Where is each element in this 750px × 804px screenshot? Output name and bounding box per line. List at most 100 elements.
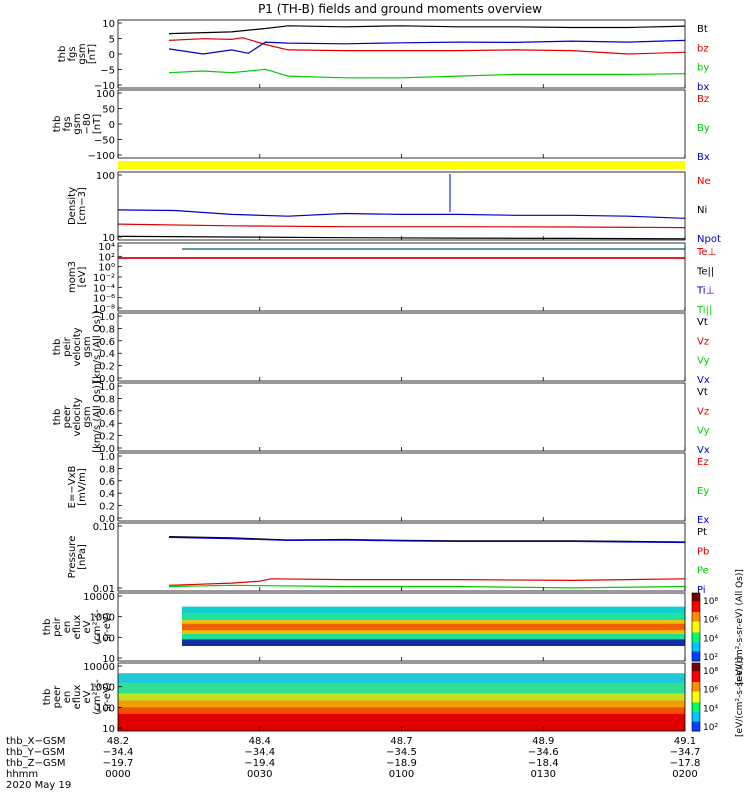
y-tick-label: 10⁻² [93,273,115,284]
colorbar-segment [692,721,700,732]
y-axis-label: thb [42,619,53,636]
y-axis-label: eflux [72,615,83,640]
colorbar-label: [eV/(cm²-s-sr-eV)] [735,657,745,737]
y-axis-label: Pressure [67,536,78,579]
x-tick-label: −34.6 [528,747,559,758]
legend-ne: Ne [697,176,711,187]
colorbar-tick-label: 10⁸ [703,597,718,607]
colorbar-segment [692,711,700,722]
panel-5: 1.00.8 0.60.4 0.20.0 thb peir velocity gsm [km/… [52,311,710,386]
y-tick-label: 0.6 [99,407,115,418]
series-line-pe [168,584,686,589]
y-tick-label: 0.2 [99,362,115,373]
legend-vt: Vt [697,317,708,328]
x-tick-label: 48.9 [532,736,554,747]
y-tick-label: −5 [100,66,115,77]
series-line-pb [168,578,686,586]
x-tick-label: −34.4 [244,747,275,758]
colorbar-tick-label: 10⁴ [703,634,718,644]
x-tick-label: −34.4 [103,747,134,758]
y-tick-label: 0 [109,120,115,131]
y-axis-label: thb [57,46,68,63]
y-tick-label: 0.4 [99,419,115,430]
colorbar-segment [692,632,700,643]
y-tick-label: 0.4 [99,489,115,500]
y-tick-label: 0.6 [99,477,115,488]
panel-frame [117,452,686,522]
colorbar-segment [692,691,700,703]
y-axis-label: −80 [82,113,93,134]
y-tick-label: 100 [96,89,115,100]
heatmap-band [118,707,685,714]
heatmap-band [118,714,685,731]
x-tick-label: 48.7 [390,736,412,747]
y-tick-label: 10 [102,654,115,665]
colorbar-tick-label: 10⁶ [703,616,718,626]
panel-1: 10 5 0 −5 −10 thb fgs gsm [nT] Bt bz by bx [57,19,709,93]
y-axis-label: en [62,621,73,634]
panel-frame [117,382,686,452]
x-tick-label: 0200 [672,769,697,780]
legend-bx: Bx [697,152,710,163]
y-tick-label: 10⁻⁴ [93,283,115,294]
x-row-label: thb_Z−GSM [6,758,66,769]
y-axis-label: [nT] [87,44,98,64]
colorbar-segment [692,671,700,683]
panel-frame [117,522,686,592]
y-tick-label: 10⁻⁸ [93,304,115,315]
colorbar-segment [692,641,700,652]
y-axis-label: en [62,691,73,704]
y-axis-label: peir [52,616,63,636]
legend-vz: Vz [697,406,709,417]
panel-frame [117,171,686,241]
legend-pt: Pt [697,527,707,538]
y-tick-label: 0.01 [93,584,115,595]
colorbar-segment [692,612,700,623]
y-axis-label: peer [62,405,73,429]
legend-by: by [697,63,709,74]
y-tick-label: 100 [96,703,115,714]
y-axis-label: thb [52,116,63,133]
y-axis-label: velocity [72,327,83,366]
x-row-label: thb_X−GSM [6,736,66,747]
y-axis-label: mom3 [67,261,78,293]
heatmap-band [182,633,685,640]
legend-pb: Pb [697,546,709,557]
legend-ey: Ey [697,486,709,497]
colorbar-segment [692,702,700,713]
y-axis-label: [km/s (All Qs)] [92,381,103,453]
panel-6: 1.00.8 0.60.4 0.20.0 thb peer velocity gsm [km/… [52,381,710,456]
y-tick-label: 10² [98,252,115,263]
y-axis-label: sr-eV) [102,682,113,711]
y-axis-label: (cm²-s- [92,679,103,715]
legend-bz: bz [697,43,709,54]
y-tick-label: 10⁰ [98,263,115,274]
legend-ti||: Ti|| [696,305,712,316]
y-tick-label: 0.0 [99,514,115,525]
panel-3: 100 10 Density [cm−3] Ne Ni Npot [67,171,721,245]
x-tick-label: −19.4 [244,758,275,769]
series-line-npot [117,209,686,219]
y-axis-label: thb [52,339,63,356]
y-axis-label: thb [52,409,63,426]
y-axis-label: [km/s (All Qs)] [92,311,103,383]
legend-ni: Ni [697,205,707,216]
x-tick-label: 49.1 [674,736,696,747]
heatmap-band [118,673,685,684]
y-tick-label: 10000 [83,592,115,603]
y-tick-label: 10⁴ [98,242,115,253]
colorbar-label: [eV/(cm²-s-sr-eV) (All Qs)] [735,569,745,685]
heatmap-band [182,620,685,624]
y-axis-label: eV [82,690,93,703]
colorbar-segment [692,663,700,672]
x-tick-label: −18.4 [528,758,559,769]
x-tick-label: −18.9 [386,758,417,769]
x-tick-label: −17.8 [670,758,701,769]
y-tick-label: 100 [96,171,115,182]
y-axis-label: (cm²-s- [92,609,103,645]
y-tick-label: 0 [109,50,115,61]
y-tick-label: 50 [102,105,115,116]
